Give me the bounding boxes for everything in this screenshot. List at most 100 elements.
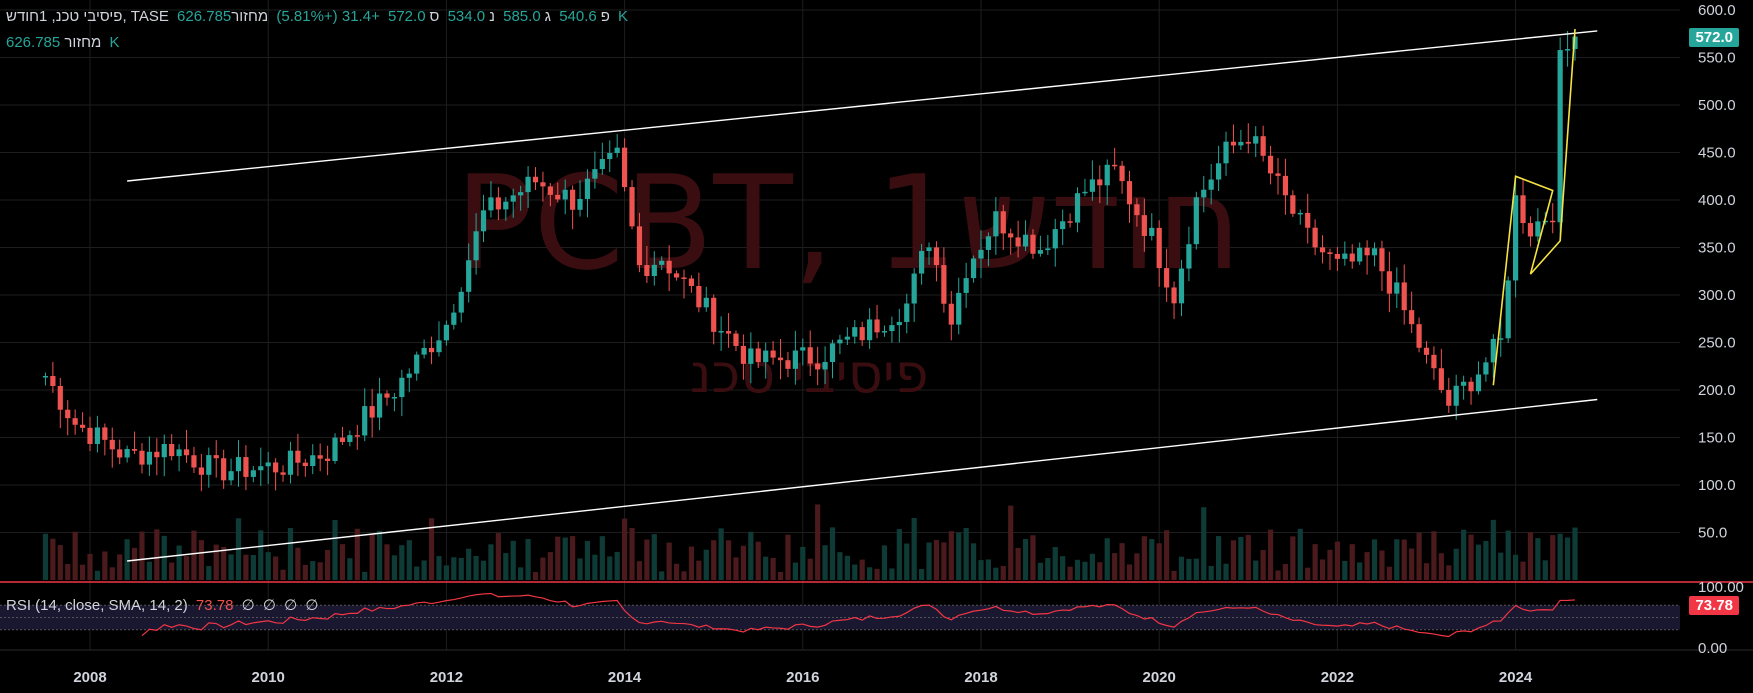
candle bbox=[681, 269, 687, 299]
candle bbox=[213, 440, 219, 478]
volume-bar bbox=[428, 518, 435, 580]
volume-bar bbox=[1520, 561, 1526, 580]
volume-bar bbox=[607, 556, 613, 580]
candle-body bbox=[993, 211, 999, 237]
volume-bar bbox=[956, 532, 962, 580]
volume-bar bbox=[1290, 536, 1296, 580]
candle-body bbox=[1431, 354, 1437, 369]
candle-body bbox=[1564, 49, 1571, 51]
candle-body bbox=[206, 455, 212, 475]
volume-bar bbox=[1253, 560, 1259, 580]
volume-bar bbox=[1564, 537, 1571, 580]
price-tick-label: 600.0 bbox=[1698, 2, 1736, 19]
candle-body bbox=[622, 147, 628, 188]
candle-body bbox=[1134, 204, 1140, 216]
volume-bar bbox=[399, 545, 405, 580]
candle-body bbox=[889, 325, 895, 332]
time-tick-label: 2018 bbox=[964, 669, 997, 686]
volume-bar bbox=[1126, 564, 1133, 580]
candle-body bbox=[547, 186, 553, 195]
candle bbox=[1060, 209, 1066, 245]
candle-body bbox=[1386, 271, 1392, 294]
candle bbox=[265, 451, 271, 484]
candle bbox=[1461, 375, 1467, 400]
volume-bar bbox=[1119, 543, 1125, 580]
volume-bar bbox=[243, 554, 249, 580]
candle-body bbox=[941, 265, 947, 304]
volume-bar bbox=[302, 564, 308, 580]
candle-body bbox=[956, 292, 962, 325]
candles bbox=[42, 29, 1578, 492]
candle-body bbox=[540, 182, 546, 187]
candle bbox=[510, 188, 516, 218]
candle bbox=[94, 415, 101, 453]
candle-body bbox=[718, 331, 724, 333]
volume-bar bbox=[1282, 564, 1289, 580]
candle bbox=[1119, 160, 1125, 194]
candle-body bbox=[287, 450, 294, 475]
price-axis: 600.0 550.0 500.0 450.0 400.0 350.0 300.0 250.0… bbox=[1698, 2, 1744, 657]
candle bbox=[50, 361, 56, 393]
rsi-extra-3: ∅ bbox=[284, 597, 298, 614]
candle-body bbox=[87, 427, 93, 444]
volume-bar bbox=[79, 564, 86, 580]
candle-body bbox=[339, 437, 346, 442]
price-tick-label: 500.0 bbox=[1698, 97, 1736, 114]
time-tick-label: 2014 bbox=[608, 669, 642, 686]
volume-bar bbox=[495, 533, 501, 580]
volume-bar bbox=[1022, 539, 1029, 580]
time-tick-label: 2016 bbox=[786, 669, 819, 686]
volume-bar bbox=[1260, 550, 1266, 580]
volume-bar bbox=[807, 558, 813, 580]
volume-bar bbox=[1312, 544, 1318, 580]
time-tick-label: 2012 bbox=[430, 669, 463, 686]
volume-bar bbox=[651, 534, 657, 580]
candle bbox=[1319, 235, 1326, 264]
candle-body bbox=[1112, 164, 1118, 167]
channel-line bbox=[127, 398, 1598, 562]
change-value: +31.4 (+5.81%) bbox=[276, 8, 380, 25]
candle-body bbox=[1446, 389, 1452, 406]
candle bbox=[421, 339, 427, 359]
volume-bar bbox=[131, 547, 138, 580]
candle bbox=[131, 431, 138, 455]
candle-body bbox=[1527, 223, 1534, 237]
volume-bar bbox=[1416, 532, 1422, 580]
volume-bar bbox=[584, 540, 591, 580]
volume-bar bbox=[451, 557, 457, 580]
volume-bar bbox=[904, 543, 910, 580]
candle bbox=[339, 426, 346, 445]
candle bbox=[466, 243, 472, 303]
candle bbox=[696, 272, 702, 313]
volume-bar bbox=[265, 552, 271, 580]
volume-bar bbox=[154, 529, 160, 580]
candle bbox=[1557, 37, 1563, 242]
price-tick-label: 250.0 bbox=[1698, 335, 1736, 352]
volume-bar bbox=[1379, 550, 1385, 580]
candle bbox=[384, 390, 390, 406]
candle bbox=[577, 180, 583, 217]
candle-body bbox=[1141, 215, 1147, 236]
candle bbox=[1297, 209, 1303, 225]
candle-body bbox=[785, 360, 791, 369]
candle-body bbox=[688, 278, 695, 286]
volume-bar bbox=[547, 552, 553, 580]
candle bbox=[1008, 228, 1014, 255]
candle bbox=[1134, 198, 1140, 227]
volume-bar bbox=[1112, 553, 1118, 580]
candle-body bbox=[428, 347, 435, 353]
candle bbox=[1438, 348, 1444, 393]
candle bbox=[1431, 346, 1437, 380]
volume-bar bbox=[911, 518, 917, 580]
volume-bar bbox=[1097, 562, 1103, 580]
volume-bar bbox=[518, 567, 524, 580]
volume-bar bbox=[896, 529, 902, 580]
candle-body bbox=[1401, 282, 1407, 311]
candle-body bbox=[1245, 141, 1251, 144]
volume-bar bbox=[376, 530, 383, 580]
candle-body bbox=[1074, 193, 1081, 223]
candle-body bbox=[651, 264, 657, 276]
volume-bar bbox=[763, 556, 769, 580]
channel-lines bbox=[127, 30, 1598, 562]
